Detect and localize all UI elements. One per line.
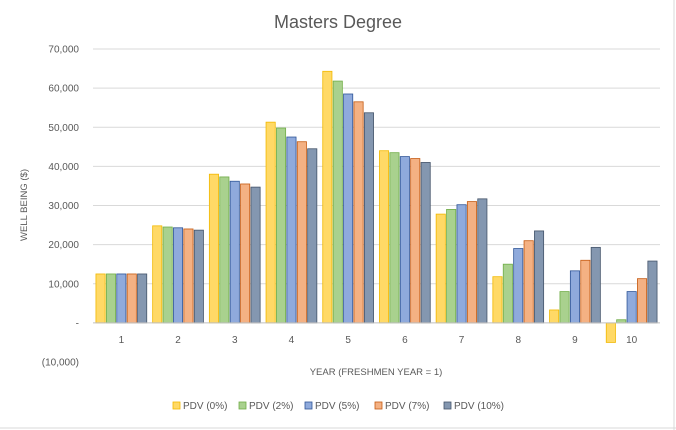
bar: [389, 152, 400, 324]
bar: [647, 260, 658, 324]
y-tick-label: 30,000: [48, 201, 79, 212]
bar: [569, 270, 580, 324]
bar: [605, 322, 616, 343]
legend-entry: PDV (0%): [183, 401, 227, 412]
bar: [466, 201, 477, 324]
y-tick-label: 50,000: [48, 123, 79, 134]
bar: [590, 246, 601, 324]
legend-entry: PDV (2%): [249, 401, 293, 412]
legend-entry: PDV (7%): [385, 401, 429, 412]
x-tick-label: 7: [459, 335, 465, 346]
bar: [229, 180, 240, 324]
bar: [183, 228, 194, 324]
legend-swatch: [374, 401, 383, 410]
bar: [116, 273, 127, 324]
bar: [492, 276, 503, 324]
bar: [523, 240, 534, 324]
bar: [446, 209, 457, 324]
y-axis-ticks: (10,000) - 10,000 20,000 30,000 40,000 50,000 6…: [42, 45, 80, 369]
y-tick-label: -: [76, 318, 79, 329]
chart-title: Masters Degree: [274, 12, 402, 32]
bar: [219, 176, 230, 324]
bar: [265, 121, 276, 324]
y-tick-label: 40,000: [48, 162, 79, 173]
x-tick-label: 3: [232, 335, 238, 346]
bar: [296, 141, 307, 324]
bar: [420, 162, 431, 324]
bars: [93, 70, 660, 343]
bar: [559, 291, 570, 324]
legend-entry: PDV (10%): [454, 401, 504, 412]
bar: [193, 229, 204, 324]
bar: [477, 198, 488, 324]
bar: [626, 291, 637, 324]
legend-swatch: [238, 401, 247, 410]
bar: [126, 273, 137, 324]
legend-swatch: [172, 401, 181, 410]
x-tick-label: 6: [402, 335, 408, 346]
y-tick-label: 10,000: [48, 279, 79, 290]
y-tick-label: 20,000: [48, 240, 79, 251]
x-tick-label: 8: [515, 335, 521, 346]
bar: [502, 263, 513, 324]
bar: [240, 183, 251, 324]
bar: [105, 273, 116, 324]
bar: [152, 225, 163, 324]
bar: [549, 309, 560, 324]
x-tick-label: 4: [289, 335, 295, 346]
x-tick-label: 1: [119, 335, 125, 346]
bar: [410, 158, 421, 324]
bar: [343, 93, 354, 324]
bar: [513, 248, 524, 324]
bar: [580, 259, 591, 324]
x-tick-label: 5: [345, 335, 351, 346]
bar: [95, 273, 106, 324]
bar: [286, 136, 297, 324]
bar: [353, 101, 364, 324]
bar: [162, 226, 173, 324]
bar: [173, 227, 184, 324]
bar: [332, 80, 343, 324]
bar: [322, 70, 333, 324]
bar: [137, 273, 148, 324]
bar: [363, 112, 374, 324]
bar: [379, 150, 390, 324]
bar: [250, 186, 261, 324]
x-axis-ticks: 1 2 3 4 5 6 7 8 9 10: [119, 335, 638, 346]
y-tick-label: 70,000: [48, 45, 79, 56]
legend: PDV (0%) PDV (2%) PDV (5%) PDV (7%) PDV (10%…: [172, 401, 504, 412]
bar: [399, 156, 410, 324]
legend-entry: PDV (5%): [315, 401, 359, 412]
bar: [276, 127, 287, 324]
bar: [208, 173, 219, 324]
bar: [534, 230, 545, 324]
y-tick-label: 60,000: [48, 84, 79, 95]
y-tick-label: (10,000): [42, 358, 79, 369]
bar: [307, 148, 318, 324]
x-axis-label: YEAR (FRESHMEN YEAR = 1): [310, 367, 443, 378]
bar: [637, 278, 648, 324]
bar: [435, 213, 446, 324]
legend-swatch: [443, 401, 452, 410]
y-axis-label: WELL BEING ($): [19, 169, 30, 241]
legend-swatch: [304, 401, 313, 410]
x-tick-label: 10: [626, 335, 638, 346]
x-tick-label: 9: [572, 335, 578, 346]
bar: [456, 204, 467, 324]
x-tick-label: 2: [175, 335, 181, 346]
